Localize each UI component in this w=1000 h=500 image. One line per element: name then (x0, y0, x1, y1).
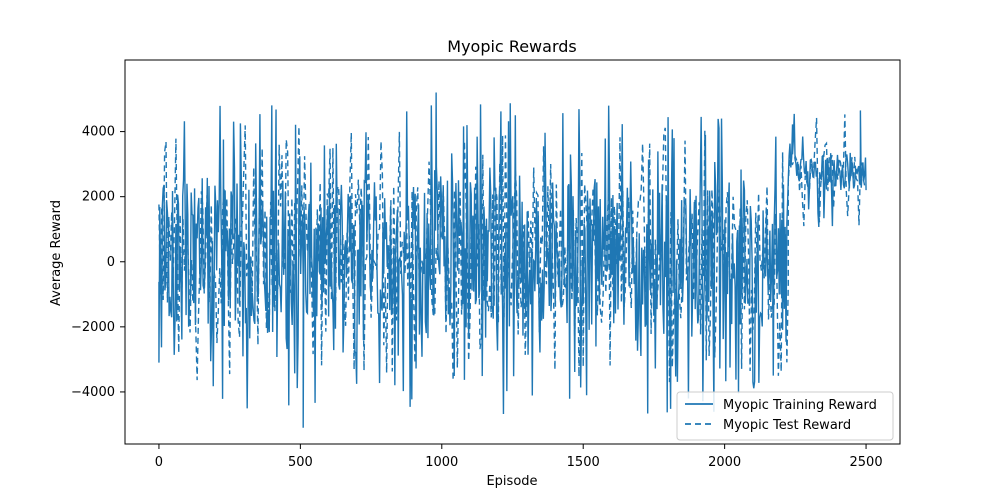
chart-title: Myopic Rewards (447, 37, 576, 56)
legend-box (676, 391, 894, 441)
y-tick-label: −2000 (71, 320, 115, 335)
training-reward-line (158, 92, 867, 428)
legend-label-test: Myopic Test Reward (723, 418, 851, 433)
y-axis-label: Average Reward (49, 200, 64, 306)
chart-legend: Myopic Training Reward Myopic Test Rewar… (676, 391, 894, 441)
plot-frame (124, 59, 901, 445)
x-tick-label: 500 (288, 455, 313, 470)
y-tick-label: −4000 (71, 385, 115, 400)
y-tick-label: 4000 (82, 125, 115, 140)
tick-layer: 0 500 1000 1500 2000 2500 −4000 −2000 0 2000 4000 (71, 125, 883, 470)
x-tick-label: 2000 (708, 455, 741, 470)
x-tick-label: 1500 (567, 455, 600, 470)
legend-label-training: Myopic Training Reward (723, 398, 877, 413)
y-tick-label: 2000 (82, 190, 115, 205)
x-axis-label: Episode (486, 474, 537, 489)
series-layer (158, 92, 867, 428)
y-tick-label: 0 (107, 255, 115, 270)
x-tick-label: 0 (155, 455, 163, 470)
x-tick-label: 2500 (850, 455, 883, 470)
x-tick-label: 1000 (425, 455, 458, 470)
